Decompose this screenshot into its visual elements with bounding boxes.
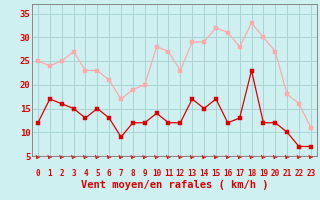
X-axis label: Vent moyen/en rafales ( km/h ): Vent moyen/en rafales ( km/h ) — [81, 180, 268, 190]
